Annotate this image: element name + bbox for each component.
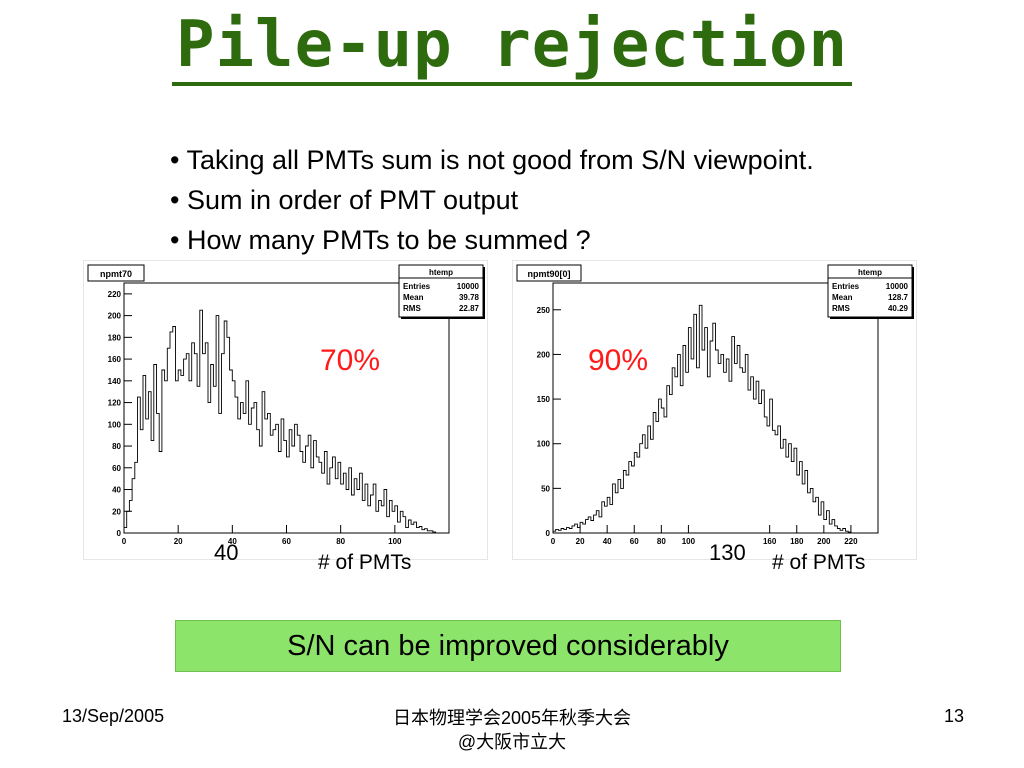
stats-value: 10000: [886, 282, 909, 291]
y-tick-label: 100: [108, 420, 122, 429]
y-tick-label: 50: [541, 484, 550, 493]
y-tick-label: 250: [537, 306, 551, 315]
x-axis-label: # of PMTs: [318, 551, 412, 574]
x-tick-label: 220: [844, 537, 858, 546]
x-tick-label: 60: [282, 537, 291, 546]
stats-box: [827, 264, 913, 318]
footer-page-number: 13: [944, 706, 965, 726]
cut-value-130: 130: [709, 540, 746, 565]
stats-label: Mean: [832, 293, 853, 302]
stats-label: RMS: [832, 304, 850, 313]
percent-label-90: 90%: [588, 344, 649, 377]
histogram-panel-npmt70: 0 20 40 60 80 100 120 140 160 180 200 220 0 20 40 60 80 1…: [83, 260, 488, 560]
x-tick-label: 80: [336, 537, 345, 546]
percent-label-70: 70%: [320, 344, 381, 377]
y-tick-label: 140: [108, 377, 122, 386]
y-tick-label: 160: [108, 355, 122, 364]
x-tick-label: 60: [630, 537, 639, 546]
y-tick-label: 60: [112, 464, 121, 473]
x-tick-label: 40: [228, 537, 237, 546]
stats-value: 128.7: [888, 293, 909, 302]
y-tick-label: 100: [537, 440, 551, 449]
y-tick-label: 180: [108, 333, 122, 342]
plot-frame: [552, 282, 879, 534]
histogram-series: [123, 309, 449, 534]
y-tick-label: 120: [108, 399, 122, 408]
y-tick-label: 200: [537, 350, 551, 359]
stats-title: htemp: [429, 268, 453, 277]
stats-title: htemp: [858, 268, 882, 277]
x-tick-label: 0: [551, 537, 556, 546]
hist-name-box: [516, 264, 582, 282]
stats-value: 40.29: [888, 304, 909, 313]
x-tick-label: 40: [603, 537, 612, 546]
x-tick-label: 200: [817, 537, 831, 546]
x-tick-label: 80: [657, 537, 666, 546]
stats-value: 39.78: [459, 293, 480, 302]
bullet-item: • Taking all PMTs sum is not good from S…: [170, 145, 814, 175]
cut-value-40: 40: [214, 540, 239, 565]
stats-value: 10000: [457, 282, 480, 291]
y-tick-label: 40: [112, 486, 121, 495]
bullet-item: • Sum in order of PMT output: [170, 185, 519, 215]
y-tick-label: 150: [537, 395, 551, 404]
hist-name: npmt90[0]: [527, 269, 570, 279]
y-tick-label: 0: [117, 529, 122, 538]
x-tick-label: 20: [576, 537, 585, 546]
footer-meeting-line2: @大阪市立大: [457, 732, 567, 752]
histogram-panel-npmt90: 0 50 100 150 200 250 0 20 40 60 80 100 160 180 200 220 n…: [512, 260, 917, 560]
histogram-npmt90: 0 50 100 150 200 250 0 20 40 60 80 100 160 180 200 220 n…: [516, 264, 914, 546]
stats-value: 22.87: [459, 304, 480, 313]
hist-name: npmt70: [100, 269, 132, 279]
footer-meeting-line1: 日本物理学会2005年秋季大会: [392, 708, 632, 728]
stats-box: [398, 264, 484, 318]
stats-label: Entries: [832, 282, 860, 291]
x-tick-label: 160: [763, 537, 777, 546]
x-tick-label: 20: [174, 537, 183, 546]
x-tick-label: 100: [682, 537, 696, 546]
hist-name-box: [87, 264, 145, 282]
y-tick-label: 20: [112, 507, 121, 516]
y-tick-label: 0: [546, 529, 551, 538]
conclusion-box: S/N can be improved considerably: [175, 620, 841, 672]
bullet-list: • Taking all PMTs sum is not good from S…: [170, 140, 814, 260]
x-tick-label: 0: [122, 537, 127, 546]
x-axis-label: # of PMTs: [772, 551, 866, 574]
bullet-item: • How many PMTs to be summed ?: [170, 225, 591, 255]
plot-frame: [123, 282, 450, 534]
histogram-npmt70: 0 20 40 60 80 100 120 140 160 180 200 220 0 20 40 60 80 1…: [87, 264, 485, 546]
y-tick-label: 200: [108, 312, 122, 321]
x-tick-label: 180: [790, 537, 804, 546]
stats-label: Entries: [403, 282, 431, 291]
footer-meeting: 日本物理学会2005年秋季大会 @大阪市立大: [0, 706, 1024, 754]
stats-label: RMS: [403, 304, 421, 313]
footer-date: 13/Sep/2005: [62, 706, 165, 726]
histogram-series: [552, 304, 878, 534]
slide-title: Pile-up rejection: [0, 8, 1024, 86]
stats-label: Mean: [403, 293, 424, 302]
y-tick-label: 80: [112, 442, 121, 451]
y-tick-label: 220: [108, 290, 122, 299]
x-tick-label: 100: [388, 537, 402, 546]
